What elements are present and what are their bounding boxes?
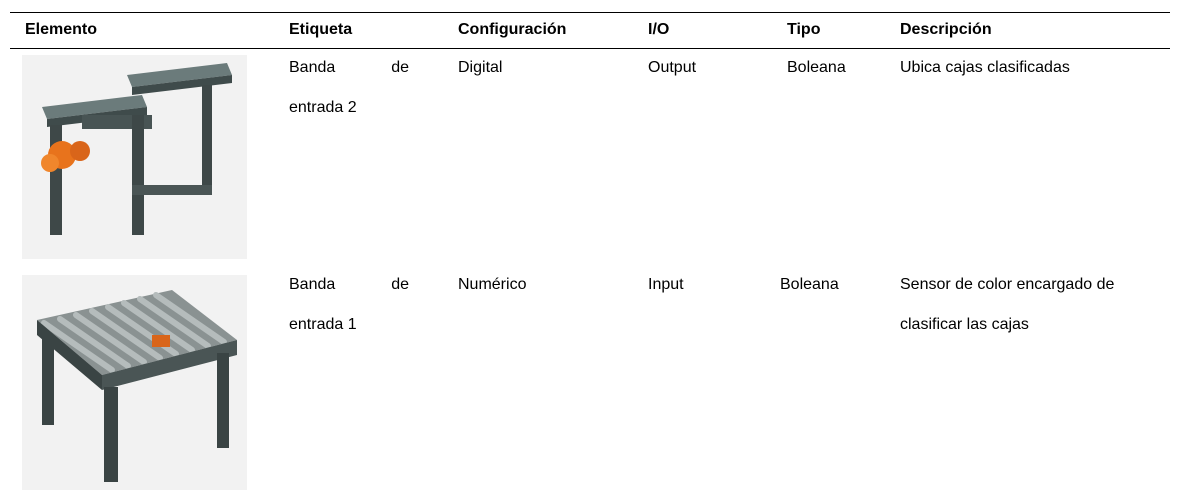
header-cell: Configuración [458,21,567,38]
table-top-rule [10,12,1170,13]
io-cell: Input [648,276,684,293]
io-cell: Output [648,59,697,76]
conveyor-image [22,55,247,259]
header-cell: Elemento [25,21,98,38]
conveyor-image [22,275,247,490]
header-cell: Descripción [900,21,992,38]
config-cell: Digital [458,59,503,76]
label-cell: Banda de entrada 1 [289,276,409,333]
type-cell: Boleana [787,59,846,76]
header-cell: Etiqueta [289,21,353,38]
description-cell: Sensor de color encargado de clasificar … [900,276,1115,333]
type-cell: Boleana [780,276,839,293]
label-cell: Banda de entrada 2 [289,59,409,116]
header-cell: Tipo [787,21,821,38]
header-cell: I/O [648,21,670,38]
description-cell: Ubica cajas clasificadas [900,59,1070,76]
header-rule [10,48,1170,49]
config-cell: Numérico [458,276,527,293]
